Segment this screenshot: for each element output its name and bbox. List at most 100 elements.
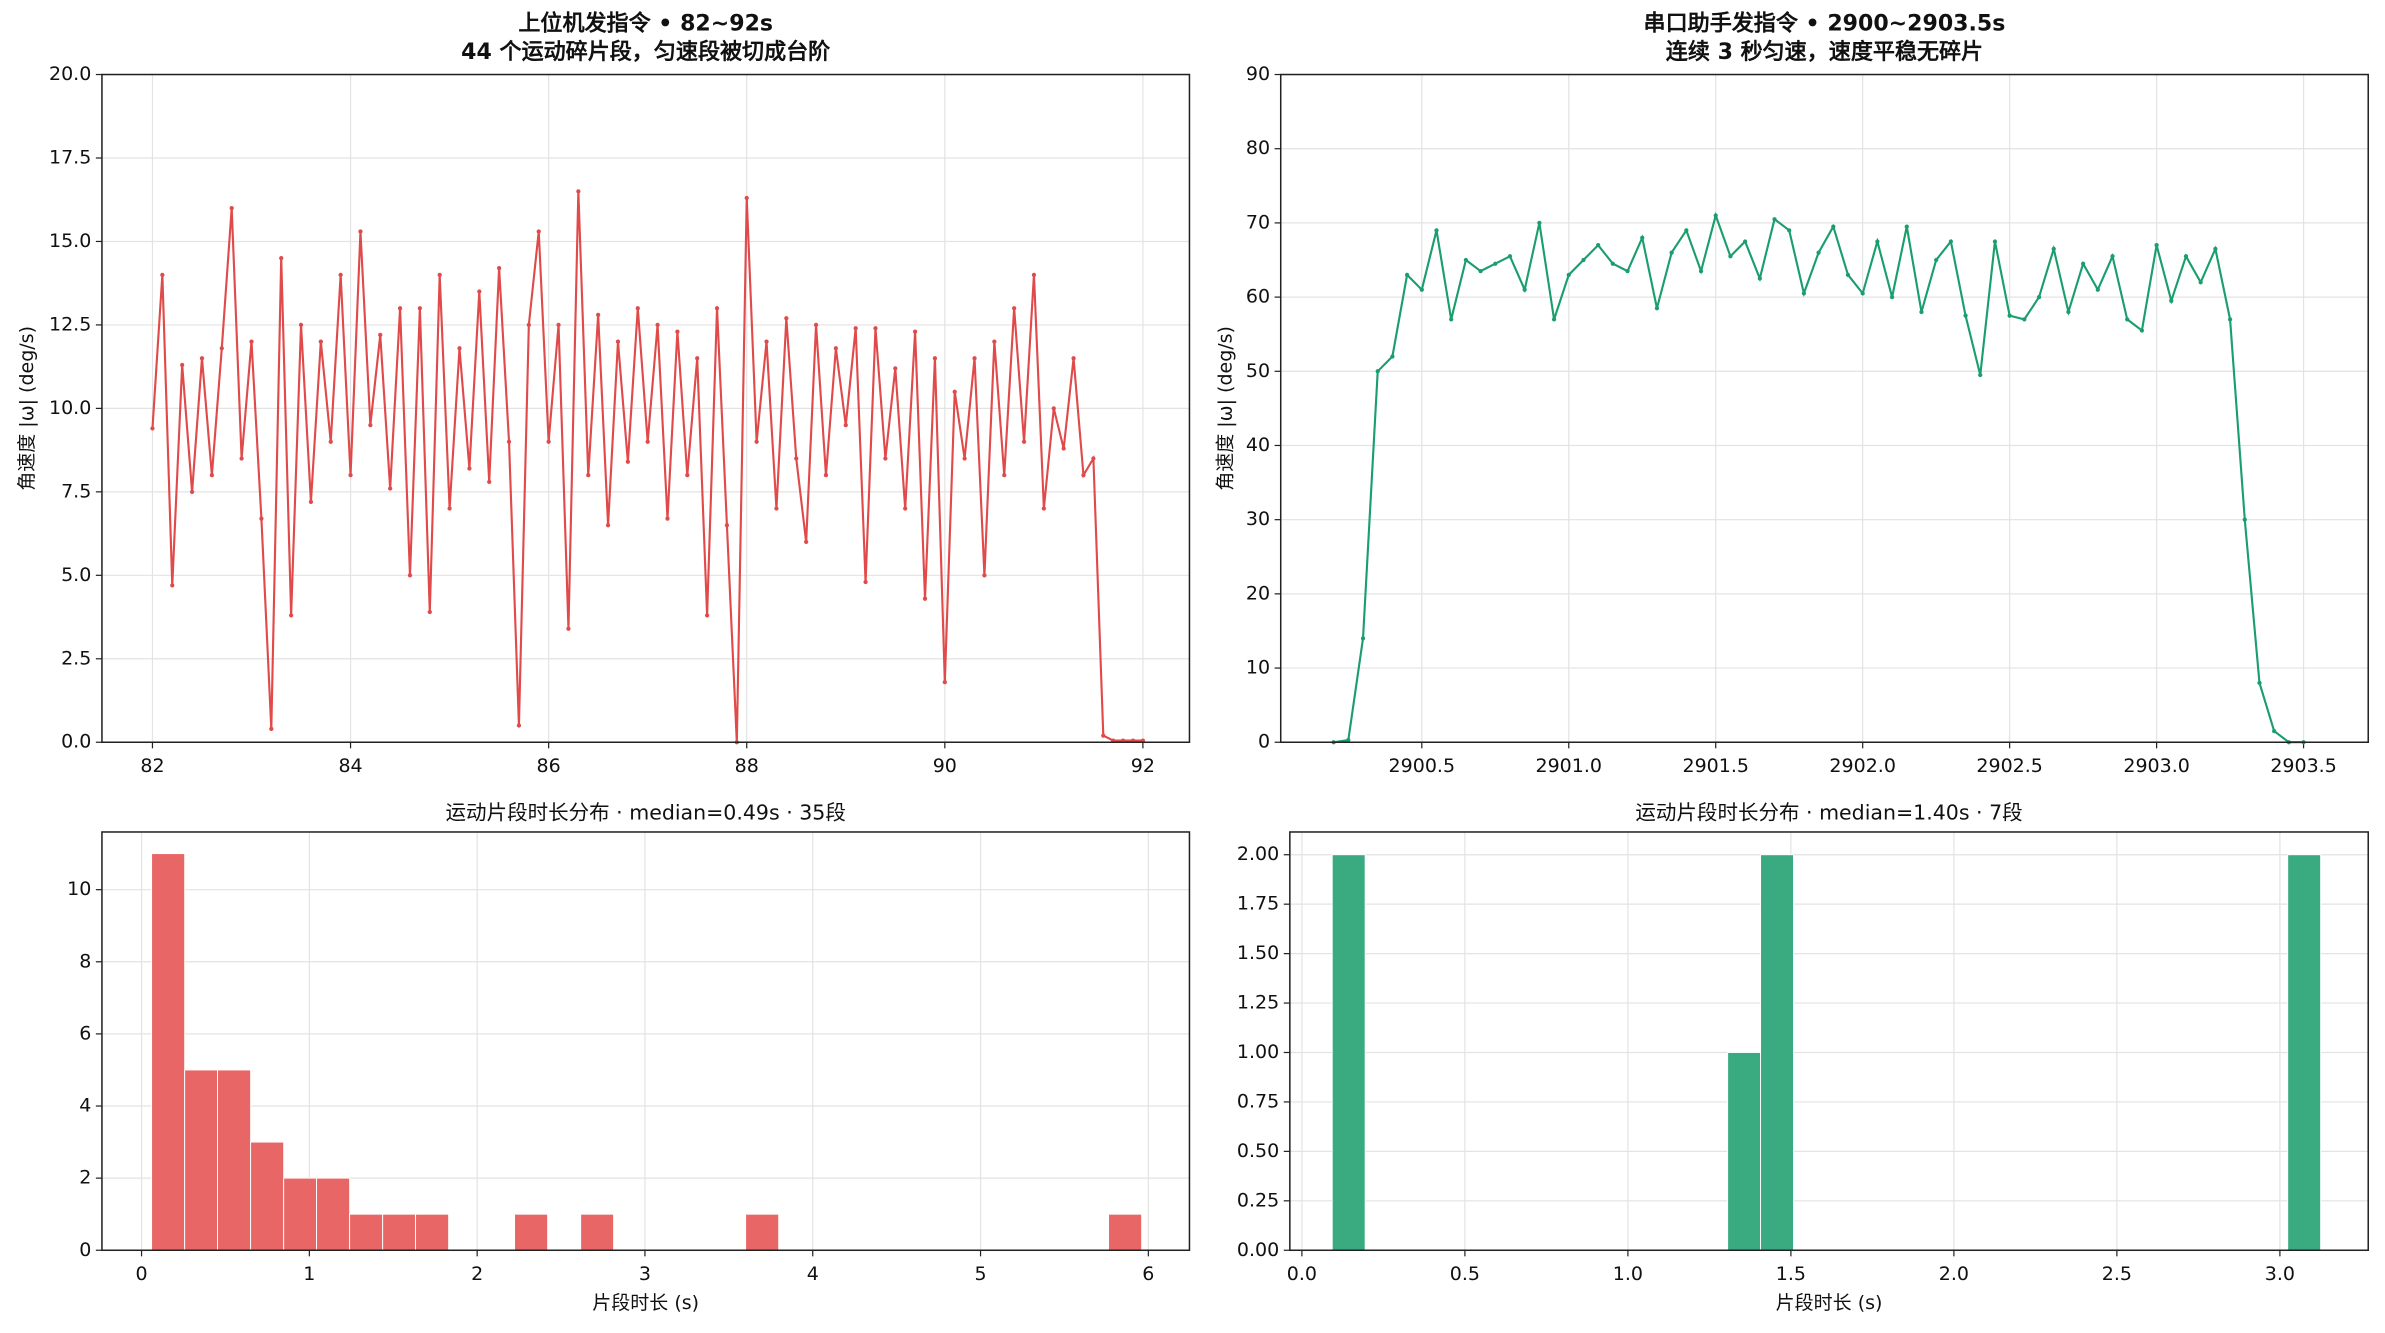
data-point xyxy=(754,439,759,444)
data-point xyxy=(922,596,928,601)
histogram-bar xyxy=(217,1069,252,1251)
data-point xyxy=(467,466,472,471)
data-point xyxy=(180,362,185,368)
data-point xyxy=(2095,287,2100,292)
data-point xyxy=(1537,220,1542,226)
data-point xyxy=(1845,272,1851,277)
y-tick-label: 40 xyxy=(1246,434,1270,456)
histogram-bar xyxy=(1108,1213,1143,1251)
data-point xyxy=(1816,250,1821,255)
data-point xyxy=(1551,317,1557,322)
data-line xyxy=(1333,211,2304,744)
data-point xyxy=(1021,439,1027,444)
x-tick-label: 86 xyxy=(537,755,561,777)
histogram-bar xyxy=(2287,854,2322,1251)
x-tick-label: 2901.0 xyxy=(1536,755,1602,777)
data-point xyxy=(308,499,314,504)
data-point xyxy=(942,680,947,685)
data-point xyxy=(912,329,918,334)
data-point xyxy=(506,439,512,444)
x-tick-label: 4 xyxy=(807,1263,819,1285)
data-point xyxy=(1596,243,1601,248)
data-point xyxy=(982,573,987,578)
data-point xyxy=(2272,728,2277,734)
histogram-bar xyxy=(184,1069,219,1251)
chart-title: 串口助手发指令 • 2900~2903.5s xyxy=(1644,10,2006,36)
data-point xyxy=(655,322,660,328)
data-point xyxy=(1463,257,1469,263)
y-tick-label: 1.75 xyxy=(1237,893,1279,915)
data-point xyxy=(1904,224,1909,229)
data-point xyxy=(368,422,373,428)
x-tick-label: 3.0 xyxy=(2265,1263,2295,1285)
axes-frame xyxy=(101,831,1191,1252)
x-tick-label: 2 xyxy=(471,1263,483,1285)
y-tick-label: 5.0 xyxy=(61,564,91,586)
data-point xyxy=(2022,317,2027,322)
y-tick-label: 1.50 xyxy=(1237,942,1279,964)
y-tick-label: 2 xyxy=(79,1167,91,1189)
data-point xyxy=(873,326,878,331)
histogram-bar xyxy=(151,853,186,1251)
data-point xyxy=(1742,239,1748,244)
data-point xyxy=(447,506,452,511)
data-point xyxy=(1860,291,1865,296)
data-point xyxy=(635,306,640,311)
data-point xyxy=(1772,217,1777,222)
data-point xyxy=(1493,261,1498,266)
data-point xyxy=(2198,280,2203,285)
x-tick-label: 92 xyxy=(1131,755,1155,777)
data-point xyxy=(259,516,264,521)
data-point xyxy=(2242,517,2247,522)
data-point xyxy=(417,306,423,311)
x-tick-label: 3 xyxy=(639,1263,651,1285)
data-point xyxy=(794,456,799,461)
data-point xyxy=(932,356,938,361)
data-point xyxy=(675,329,680,334)
chart-title: 运动片段时长分布 · median=1.40s · 7段 xyxy=(1635,801,2022,825)
x-tick-label: 5 xyxy=(975,1263,987,1285)
data-point xyxy=(298,322,304,328)
data-point xyxy=(279,256,284,261)
data-point xyxy=(1478,269,1483,274)
data-point xyxy=(1012,306,1017,311)
data-point xyxy=(1031,272,1037,277)
data-point xyxy=(150,426,155,431)
data-point xyxy=(615,339,621,344)
data-point xyxy=(695,356,700,361)
data-point xyxy=(160,272,165,277)
data-point xyxy=(1390,354,1395,359)
data-point xyxy=(1002,473,1007,478)
data-point xyxy=(1375,369,1380,374)
chart-title: 上位机发指令 • 82~92s xyxy=(518,10,773,36)
x-tick-label: 2900.5 xyxy=(1389,755,1455,777)
data-point xyxy=(833,346,838,351)
x-tick-label: 2902.0 xyxy=(1829,755,1895,777)
y-tick-label: 10 xyxy=(1246,657,1270,679)
y-tick-label: 4 xyxy=(79,1095,91,1117)
histogram-bar xyxy=(283,1177,318,1251)
y-tick-label: 80 xyxy=(1246,137,1270,159)
data-point xyxy=(1654,306,1660,311)
data-point xyxy=(1889,294,1895,300)
data-point xyxy=(269,726,274,732)
data-point xyxy=(704,613,710,618)
data-point xyxy=(1948,239,1953,244)
x-tick-label: 2.5 xyxy=(2102,1263,2132,1285)
data-line xyxy=(151,191,1143,743)
data-point xyxy=(2227,317,2233,322)
y-tick-label: 0.00 xyxy=(1237,1239,1279,1261)
data-point xyxy=(843,422,848,428)
data-point xyxy=(764,339,769,344)
histogram-bar xyxy=(250,1141,285,1251)
x-tick-label: 84 xyxy=(338,755,362,777)
data-point xyxy=(1684,228,1689,233)
data-point xyxy=(229,205,234,211)
data-point xyxy=(249,339,254,344)
data-point xyxy=(288,613,294,618)
data-point xyxy=(1419,287,1424,292)
data-point xyxy=(2139,328,2145,333)
data-point xyxy=(407,573,413,578)
data-point xyxy=(199,356,205,361)
y-tick-label: 20 xyxy=(1246,582,1270,604)
